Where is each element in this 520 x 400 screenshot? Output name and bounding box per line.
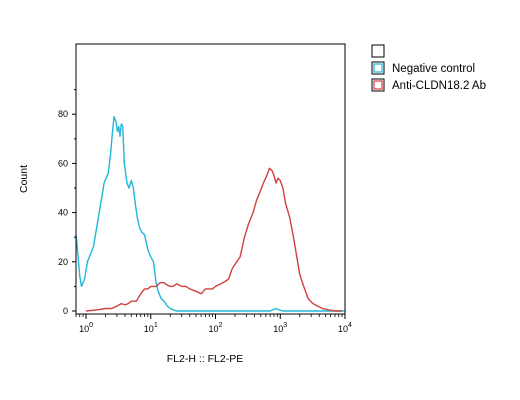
x-tick-label: 104: [338, 322, 352, 334]
x-tick-label: 100: [79, 322, 93, 334]
series-line-1: [75, 115, 345, 312]
y-axis-title: Count: [18, 165, 30, 193]
y-tick-label: 20: [58, 257, 68, 267]
legend-label-2: Anti-CLDN18.2 Ab: [392, 80, 486, 92]
legend-swatch-2: [373, 80, 383, 90]
series-line-2: [85, 167, 342, 312]
x-tick-label: 102: [209, 322, 223, 334]
legend: Negative control Anti-CLDN18.2 Ab: [371, 44, 486, 92]
y-tick-label: 80: [58, 109, 68, 119]
y-tick-label: 40: [58, 208, 68, 218]
x-tick-label: 103: [273, 322, 287, 334]
plot-area: [75, 115, 345, 312]
legend-header-box: [371, 44, 385, 58]
legend-label-1: Negative control: [392, 63, 475, 75]
legend-swatch-1: [373, 63, 383, 73]
x-axis-title: FL2-H :: FL2-PE: [167, 353, 243, 365]
plot-frame: [75, 43, 346, 315]
y-tick-label: 0: [63, 306, 68, 316]
y-tick-label: 60: [58, 158, 68, 168]
axes: 0 20 40 60 80 100 101 102 103 104: [58, 43, 352, 334]
x-tick-label: 101: [144, 322, 158, 334]
